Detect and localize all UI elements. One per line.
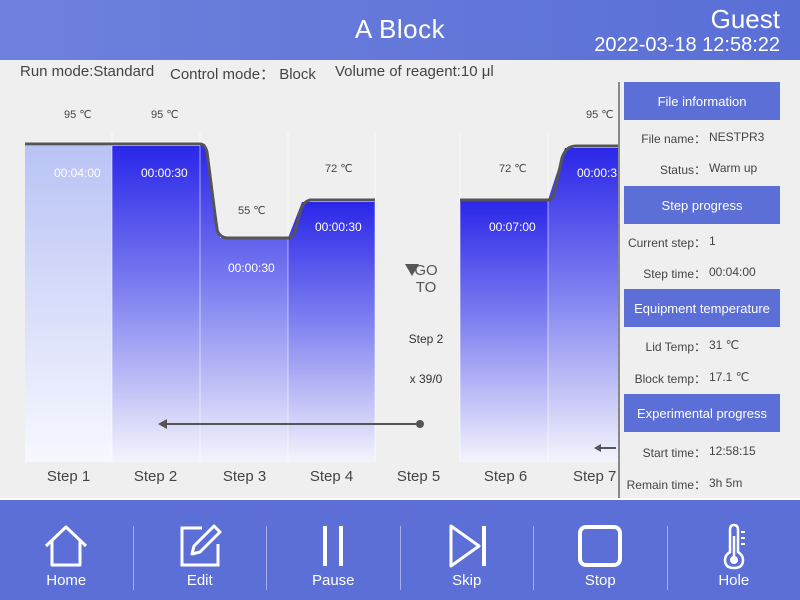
step-3-bar bbox=[200, 144, 288, 462]
toolbar-divider bbox=[266, 526, 267, 590]
pause-button[interactable]: Pause bbox=[267, 500, 400, 600]
lid-temp-value: 31 ℃ bbox=[709, 338, 740, 352]
step-1-time: 00:04:00 bbox=[54, 166, 101, 180]
pause-icon bbox=[323, 526, 344, 566]
step-progress-heading: Step progress bbox=[624, 186, 780, 224]
skip-label: Skip bbox=[452, 572, 482, 589]
goto-cycle-count: x 39/0 bbox=[409, 372, 443, 386]
step-2-label[interactable]: Step 2 bbox=[133, 468, 178, 485]
status-panel: File information File name： NESTPR3 Stat… bbox=[618, 82, 800, 498]
experimental-progress-heading: Experimental progress bbox=[624, 394, 780, 432]
step-1-label[interactable]: Step 1 bbox=[46, 468, 91, 485]
home-label: Home bbox=[46, 572, 87, 589]
start-time-value: 12:58:15 bbox=[709, 444, 756, 458]
temperature-profile[interactable]: 95 ℃ 95 ℃ 55 ℃ 72 ℃ 72 ℃ 95 ℃ 00:04:00 0… bbox=[0, 82, 620, 498]
step-7-temp: 95 ℃ bbox=[586, 109, 614, 121]
step-4-temp: 72 ℃ bbox=[325, 163, 353, 175]
datetime: 2022-03-18 12:58:22 bbox=[594, 34, 780, 56]
step-3-temp: 55 ℃ bbox=[238, 205, 266, 217]
step-7-bar bbox=[548, 148, 618, 462]
step-time-value: 00:04:00 bbox=[709, 265, 756, 279]
goto-loop-arrowhead bbox=[158, 419, 167, 429]
edit-label: Edit bbox=[186, 572, 213, 589]
run-mode: Run mode:Standard bbox=[20, 63, 155, 80]
page-title: A Block bbox=[354, 14, 446, 44]
bottom-toolbar: Home Edit Pause Skip Stop bbox=[0, 500, 800, 600]
user-name[interactable]: Guest bbox=[710, 4, 780, 34]
toolbar-divider bbox=[666, 526, 668, 590]
thermometer-icon bbox=[723, 523, 745, 570]
goto-line2: TO bbox=[415, 279, 437, 296]
step-3-time: 00:00:30 bbox=[228, 261, 275, 275]
edit-button[interactable]: Edit bbox=[134, 500, 267, 600]
step-5-label[interactable]: Step 5 bbox=[396, 468, 441, 485]
step-4-bar bbox=[288, 202, 375, 462]
file-info-heading: File information bbox=[624, 82, 780, 120]
goto-down-arrow-icon bbox=[405, 264, 419, 276]
control-mode: Control mode： Block bbox=[170, 66, 316, 83]
status-value: Warm up bbox=[709, 161, 758, 175]
step-4-time: 00:00:30 bbox=[315, 220, 362, 234]
toolbar-divider bbox=[533, 526, 534, 590]
remain-time-value: 3h 5m bbox=[709, 476, 743, 490]
hole-label: Hole bbox=[718, 572, 750, 589]
step-7-time: 00:00:3 bbox=[577, 166, 618, 180]
step-6-bar bbox=[460, 200, 548, 462]
toolbar-divider bbox=[132, 526, 134, 590]
stop-button[interactable]: Stop bbox=[534, 500, 667, 600]
reagent-volume: Volume of reagent:10 μl bbox=[335, 63, 494, 80]
run-info-bar: Run mode:Standard Control mode： Block Vo… bbox=[0, 60, 800, 83]
profile-line-a bbox=[25, 142, 375, 240]
step-2-time: 00:00:30 bbox=[141, 166, 188, 180]
block-temp-value: 17.1 ℃ bbox=[709, 370, 750, 384]
step-4-label[interactable]: Step 4 bbox=[309, 468, 354, 485]
stop-icon bbox=[578, 525, 623, 567]
header-bar: A Block Guest 2022-03-18 12:58:22 bbox=[0, 0, 800, 60]
profile-graphic bbox=[25, 132, 618, 462]
step-2-temp: 95 ℃ bbox=[151, 109, 179, 121]
skip-icon bbox=[449, 524, 486, 568]
goto-indicator: GO TO bbox=[405, 262, 447, 296]
main-area: 95 ℃ 95 ℃ 55 ℃ 72 ℃ 72 ℃ 95 ℃ 00:04:00 0… bbox=[0, 82, 800, 498]
home-icon bbox=[45, 525, 88, 567]
stop-label: Stop bbox=[584, 572, 616, 589]
step-2-bar bbox=[112, 146, 200, 462]
step-6-time: 00:07:00 bbox=[489, 220, 536, 234]
file-name-value: NESTPR3 bbox=[709, 130, 765, 144]
step-1-temp: 95 ℃ bbox=[64, 109, 92, 121]
step-7-label[interactable]: Step 7 bbox=[573, 468, 617, 485]
step-6-temp: 72 ℃ bbox=[499, 163, 527, 175]
toolbar-divider bbox=[399, 526, 401, 590]
current-step-value: 1 bbox=[709, 234, 716, 248]
goto-target: Step 2 bbox=[408, 332, 444, 346]
step-dividers bbox=[111, 132, 549, 462]
hole-button[interactable]: Hole bbox=[668, 500, 800, 600]
profile-line-b bbox=[460, 144, 618, 202]
equipment-temp-heading: Equipment temperature bbox=[624, 289, 780, 327]
edit-icon bbox=[180, 524, 222, 567]
goto-line1: GO bbox=[414, 262, 438, 279]
step-1-bar bbox=[25, 146, 112, 462]
pause-label: Pause bbox=[311, 572, 355, 589]
skip-button[interactable]: Skip bbox=[401, 500, 534, 600]
goto-loop-origin bbox=[416, 420, 424, 428]
home-button[interactable]: Home bbox=[0, 500, 133, 600]
step-3-label[interactable]: Step 3 bbox=[222, 468, 267, 485]
step-6-label[interactable]: Step 6 bbox=[483, 468, 528, 485]
